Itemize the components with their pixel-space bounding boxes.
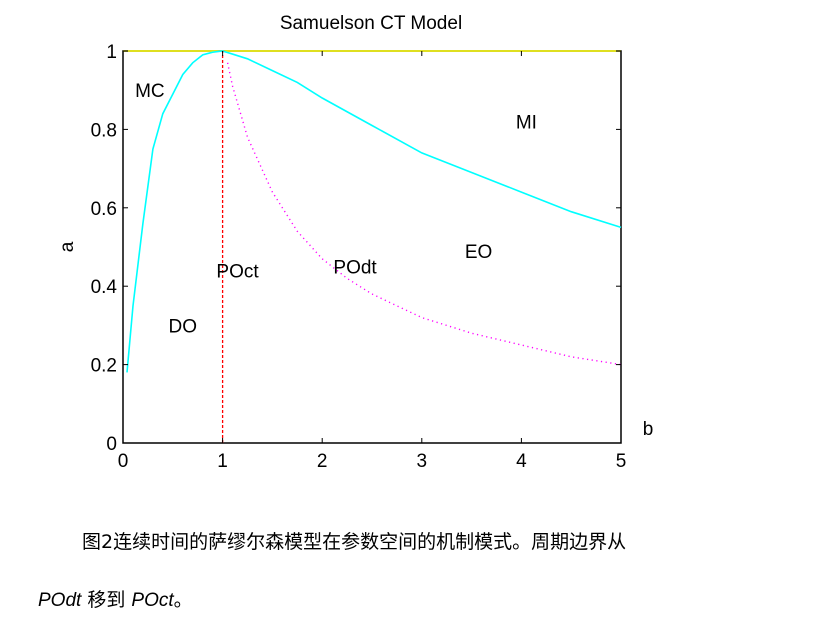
caption-to-term: POct	[131, 590, 174, 611]
caption-mid: 移到	[81, 589, 132, 611]
chart-title: Samuelson CT Model	[280, 13, 462, 34]
series-2-line	[126, 50, 622, 373]
x-axis-label: b	[643, 419, 654, 440]
series-layer	[123, 50, 622, 443]
annotation-layer: MC MI POct POdt EO DO	[135, 81, 537, 337]
region-label: EO	[465, 242, 492, 263]
caption-line-1: 图2连续时间的萨缪尔森模型在参数空间的机制模式。周期边界从	[82, 531, 627, 553]
region-label: POct	[216, 262, 259, 283]
x-tick-label: 0	[118, 451, 129, 472]
y-tick-label: 0.8	[91, 120, 117, 141]
y-tick-label: 0.2	[91, 356, 117, 377]
x-tick-label: 1	[217, 451, 228, 472]
region-label: POdt	[333, 258, 377, 279]
y-tick-label: 0.6	[91, 199, 117, 220]
y-tick-label: 0.4	[91, 277, 118, 298]
tick-layer: 0 1 2 3 4 5 0 0.2 0.4 0.6 0.8 1	[91, 42, 627, 472]
figure-caption-continued: POdt 移到 POct。	[38, 585, 193, 612]
caption-from-term: POdt	[38, 590, 82, 611]
caption-end: 。	[173, 589, 193, 611]
chart: Samuelson CT Model 0 1 2 3 4 500.20.40.60.81 …	[57, 13, 654, 472]
y-axis-label: a	[57, 241, 78, 252]
region-label: DO	[169, 316, 198, 337]
figure-caption: 图2连续时间的萨缪尔森模型在参数空间的机制模式。周期边界从	[82, 527, 626, 554]
series-3-line	[226, 62, 622, 366]
y-tick-label: 1	[106, 42, 117, 63]
x-tick-label: 4	[516, 451, 527, 472]
x-tick-label: 5	[616, 451, 627, 472]
region-label: MI	[516, 113, 537, 134]
y-tick-label: 0	[106, 434, 117, 455]
plot-area	[122, 50, 622, 444]
region-label: MC	[135, 81, 165, 102]
x-tick-label: 3	[417, 451, 428, 472]
x-tick-label: 2	[317, 451, 328, 472]
